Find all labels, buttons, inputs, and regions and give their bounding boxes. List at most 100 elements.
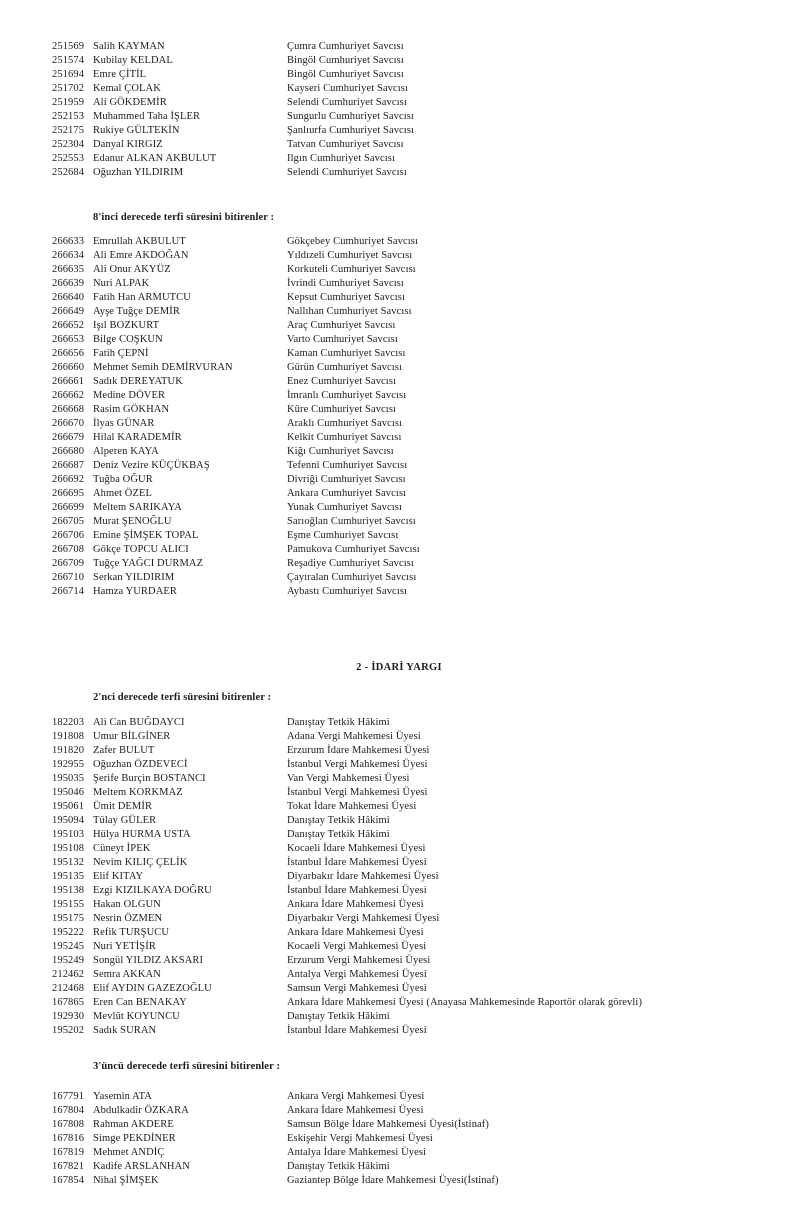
person-name: Serkan YILDIRIM [93,572,175,583]
duty-title: Ankara İdare Mahkemesi Üyesi (Anayasa Ma… [287,997,643,1008]
list-row: 266639 Nuri ALPAK İvrindi Cumhuriyet Sav… [0,277,798,291]
person-name: Refik TURŞUCU [93,927,170,938]
duty-title: Samsun Vergi Mahkemesi Üyesi [287,983,427,994]
list-row: 195249 Songül YILDIZ AKSARI Erzurum Verg… [0,954,798,968]
person-name: Hülya HURMA USTA [93,829,191,840]
registry-number: 266670 [52,418,85,429]
person-name: Emine ŞİMŞEK TOPAL [93,530,199,541]
person-name: Medine DÖVER [93,390,166,401]
person-name: Tülay GÜLER [93,815,157,826]
registry-number: 266706 [52,530,85,541]
duty-title: Danıştay Tetkik Hâkimi [287,717,390,728]
list-row: 251702 Kemal ÇOLAK Kayseri Cumhuriyet Sa… [0,82,798,96]
registry-number: 266687 [52,460,85,471]
registry-number: 266709 [52,558,85,569]
registry-number: 195132 [52,857,85,868]
registry-number: 252553 [52,153,85,164]
duty-title: Enez Cumhuriyet Savcısı [287,376,397,387]
list-row: 251694 Emre ÇİTİL Bingöl Cumhuriyet Savc… [0,68,798,82]
duty-title: Çumra Cumhuriyet Savcısı [287,41,404,52]
person-name: Fatih Han ARMUTCU [93,292,191,303]
duty-title: Kocaeli İdare Mahkemesi Üyesi [287,843,426,854]
list-row: 252553 Edanur ALKAN AKBULUT Ilgın Cumhur… [0,152,798,166]
list-row: 266708 Gökçe TOPCU ALICI Pamukova Cumhur… [0,543,798,557]
list-row: 266640 Fatih Han ARMUTCU Kepsut Cumhuriy… [0,291,798,305]
person-name: Sadık DEREYATUK [93,376,183,387]
person-name: Ümit DEMİR [93,801,153,812]
list-row: 266699 Meltem SARIKAYA Yunak Cumhuriyet … [0,501,798,515]
list-degree-3: 167791 Yasemin ATA Ankara Vergi Mahkemes… [0,1090,798,1188]
registry-number: 192930 [52,1011,85,1022]
duty-title: Ilgın Cumhuriyet Savcısı [287,153,395,164]
registry-number: 167865 [52,997,85,1008]
duty-title: Bingöl Cumhuriyet Savcısı [287,55,404,66]
registry-number: 266640 [52,292,85,303]
list-row: 195132 Nevim KILIÇ ÇELİK İstanbul İdare … [0,856,798,870]
duty-title: İstanbul İdare Mahkemesi Üyesi [287,857,427,868]
list-row: 252684 Oğuzhan YILDIRIM Selendi Cumhuriy… [0,166,798,180]
person-name: Nevim KILIÇ ÇELİK [93,857,188,868]
person-name: Songül YILDIZ AKSARI [93,955,204,966]
duty-title: Ankara Cumhuriyet Savcısı [287,488,407,499]
list-row: 195175 Nesrin ÖZMEN Diyarbakır Vergi Mah… [0,912,798,926]
person-name: Danyal KIRGIZ [93,139,163,150]
list-row: 195222 Refik TURŞUCU Ankara İdare Mahkem… [0,926,798,940]
registry-number: 195175 [52,913,85,924]
registry-number: 252684 [52,167,85,178]
registry-number: 191808 [52,731,85,742]
list-row: 266634 Ali Emre AKDOĞAN Yıldızeli Cumhur… [0,249,798,263]
person-name: Rahman AKDERE [93,1119,174,1130]
duty-title: Reşadiye Cumhuriyet Savcısı [287,558,414,569]
person-name: Şerife Burçin BOSTANCI [93,773,206,784]
person-name: Salih KAYMAN [93,41,165,52]
duty-title: Tefenni Cumhuriyet Savcısı [287,460,408,471]
registry-number: 266668 [52,404,85,415]
person-name: Ali GÖKDEMİR [93,97,167,108]
registry-number: 195061 [52,801,85,812]
registry-number: 191820 [52,745,85,756]
list-row: 266679 Hilal KARADEMİR Kelkit Cumhuriyet… [0,431,798,445]
list-row: 266633 Emrullah AKBULUT Gökçebey Cumhuri… [0,235,798,249]
person-name: Ali Onur AKYÜZ [93,264,171,275]
registry-number: 251569 [52,41,85,52]
list-row: 195035 Şerife Burçin BOSTANCI Van Vergi … [0,772,798,786]
duty-title: Eşme Cumhuriyet Savcısı [287,530,399,541]
registry-number: 266653 [52,334,85,345]
registry-number: 167819 [52,1147,85,1158]
registry-number: 252175 [52,125,85,136]
registry-number: 252304 [52,139,85,150]
person-name: Zafer BULUT [93,745,155,756]
section-heading-idari-yargi: 2 - İDARİ YARGI [356,662,442,673]
person-name: Meltem KORKMAZ [93,787,183,798]
person-name: Fatih ÇEPNİ [93,348,149,359]
duty-title: Kiğı Cumhuriyet Savcısı [287,446,394,457]
registry-number: 266692 [52,474,85,485]
duty-title: Gürün Cumhuriyet Savcısı [287,362,402,373]
duty-title: Divriği Cumhuriyet Savcısı [287,474,406,485]
duty-title: Yunak Cumhuriyet Savcısı [287,502,402,513]
duty-title: Diyarbakır Vergi Mahkemesi Üyesi [287,913,440,924]
registry-number: 182203 [52,717,85,728]
duty-title: İvrindi Cumhuriyet Savcısı [287,278,404,289]
duty-title: Samsun Bölge İdare Mahkemesi Üyesi(İstin… [287,1119,490,1130]
list-row: 167804 Abdulkadir ÖZKARA Ankara İdare Ma… [0,1104,798,1118]
person-name: Semra AKKAN [93,969,161,980]
duty-title: İstanbul İdare Mahkemesi Üyesi [287,885,427,896]
list-row: 266706 Emine ŞİMŞEK TOPAL Eşme Cumhuriye… [0,529,798,543]
person-name: Edanur ALKAN AKBULUT [93,153,217,164]
registry-number: 167854 [52,1175,85,1186]
person-name: Bilge COŞKUN [93,334,163,345]
list-row: 195103 Hülya HURMA USTA Danıştay Tetkik … [0,828,798,842]
person-name: Hamza YURDAER [93,586,178,597]
registry-number: 266710 [52,572,85,583]
list-row: 266692 Tuğba OĞUR Divriği Cumhuriyet Sav… [0,473,798,487]
registry-number: 266634 [52,250,85,261]
person-name: Nuri YETİŞİR [93,941,156,952]
registry-number: 195035 [52,773,85,784]
list-row: 266709 Tuğçe YAĞCI DURMAZ Reşadiye Cumhu… [0,557,798,571]
registry-number: 266662 [52,390,85,401]
person-name: Emre ÇİTİL [93,69,147,80]
section-heading-degree-2: 2'nci derecede terfi süresini bitirenler… [93,692,272,703]
registry-number: 266639 [52,278,85,289]
